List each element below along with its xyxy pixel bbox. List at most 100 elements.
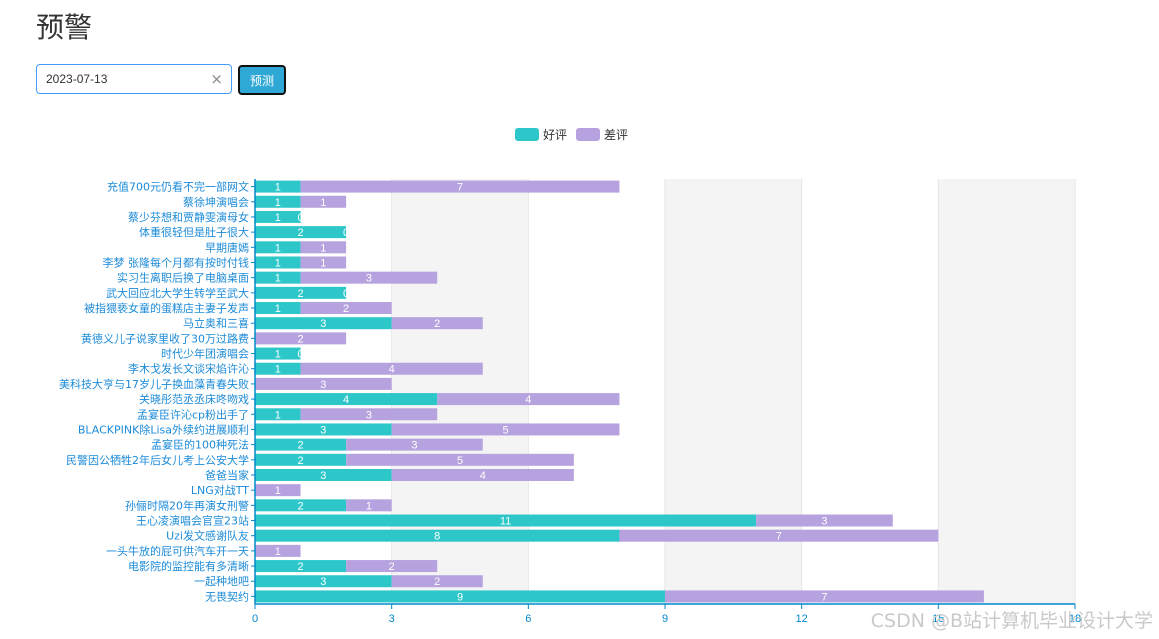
category-label: 一头牛放的屁可供汽车开一天 [106, 544, 249, 558]
bar-good [255, 514, 757, 527]
category-label: 王心凌演唱会官宣23站 [136, 514, 249, 528]
data-label: 1 [275, 182, 281, 194]
data-label: 3 [320, 576, 326, 588]
date-picker[interactable]: × [36, 64, 232, 94]
data-label: 7 [457, 182, 463, 194]
x-tick-label: 18 [1069, 613, 1081, 625]
data-label: 11 [500, 516, 511, 528]
category-label: Uzi发文感谢队友 [166, 529, 249, 543]
bar-good [255, 271, 301, 284]
category-label: 体重很轻但是肚子很大 [139, 225, 249, 239]
category-label: 实习生离职后换了电脑桌面 [117, 271, 249, 285]
data-label: 2 [297, 455, 303, 467]
bar-good [255, 302, 301, 315]
bar-bad [255, 332, 347, 345]
bar-bad [619, 529, 939, 542]
category-label: 孟宴臣的100种死法 [151, 438, 249, 452]
category-label: BLACKPINK除Lisa外续约进展顺利 [78, 422, 249, 436]
data-label: 7 [776, 531, 782, 543]
bar-bad [665, 590, 984, 603]
data-label: 1 [275, 257, 281, 269]
bar-good [255, 180, 301, 193]
data-label: 3 [320, 379, 326, 391]
bar-bad [346, 560, 438, 573]
x-tick-label: 9 [662, 613, 668, 625]
data-label: 1 [320, 242, 326, 254]
data-label: 1 [275, 303, 281, 315]
bar-bad [346, 438, 483, 451]
legend-label-good: 好评 [543, 128, 567, 142]
category-label: 一起种地吧 [194, 574, 249, 588]
predict-button[interactable]: 预测 [238, 65, 286, 95]
data-label: 5 [502, 424, 508, 436]
bar-bad [391, 317, 483, 330]
bar-good [255, 438, 347, 451]
data-label: 1 [275, 546, 281, 558]
data-label: 8 [434, 531, 440, 543]
data-label: 2 [343, 303, 349, 315]
legend-swatch-good [515, 128, 539, 141]
bar-good [255, 590, 665, 603]
bar-bad [300, 256, 347, 269]
bar-bad [391, 468, 574, 481]
category-label: 蔡少芬想和贾静雯演母女 [128, 210, 249, 224]
bar-bad [346, 453, 574, 466]
category-label: 武大回应北大学生转学至武大 [106, 286, 249, 300]
data-label: 1 [275, 349, 281, 361]
category-label: 美科技大亨与17岁儿子换血藻青春失败 [59, 377, 249, 391]
bar-good [255, 347, 301, 360]
data-label: 3 [320, 470, 326, 482]
bar-good [255, 286, 347, 299]
x-tick-label: 6 [525, 613, 531, 625]
bar-good [255, 226, 347, 239]
data-label: 2 [297, 333, 303, 345]
date-input-field[interactable] [46, 70, 206, 88]
page-title: 预警 [36, 11, 93, 44]
bar-good [255, 393, 438, 406]
data-label: 1 [275, 197, 281, 209]
bar-good [255, 468, 392, 481]
x-tick-label: 0 [252, 613, 258, 625]
data-label: 1 [275, 364, 281, 376]
clear-icon[interactable]: × [210, 70, 223, 88]
watermark: CSDN @B站计算机毕业设计大学 [870, 610, 1153, 632]
bar-bad [300, 362, 483, 375]
category-label: 马立奥和三喜 [183, 316, 249, 330]
category-label: 早期唐嫣 [205, 240, 249, 254]
bar-bad [391, 423, 620, 436]
data-label: 2 [434, 576, 440, 588]
bar-bad [255, 484, 301, 497]
data-label: 2 [389, 561, 395, 573]
data-label: 3 [821, 516, 827, 528]
data-label: 2 [297, 288, 303, 300]
bar-good [255, 423, 392, 436]
bar-good [255, 241, 301, 254]
bar-good [255, 529, 620, 542]
bar-bad [300, 408, 438, 421]
data-label: 4 [480, 470, 486, 482]
x-tick-label: 12 [796, 613, 808, 625]
data-label: 1 [320, 257, 326, 269]
data-label: 1 [366, 500, 372, 512]
bar-bad [300, 180, 620, 193]
data-label: 5 [457, 455, 463, 467]
data-label: 4 [389, 364, 395, 376]
bar-bad [255, 544, 301, 557]
bar-good [255, 317, 392, 330]
bar-good [255, 453, 347, 466]
data-label: 3 [411, 440, 417, 452]
bar-bad [300, 302, 392, 315]
data-label: 4 [525, 394, 531, 406]
category-label: 充值700元仍看不完一部网文 [107, 180, 249, 194]
data-label: 1 [275, 273, 281, 285]
bar-good [255, 256, 301, 269]
data-label: 1 [275, 242, 281, 254]
data-label: 0 [297, 212, 303, 224]
category-label: 无畏契约 [205, 589, 249, 603]
bar-good [255, 210, 301, 223]
category-label: 关晓彤范丞丞床咚吻戏 [139, 392, 249, 406]
data-label: 3 [366, 273, 372, 285]
data-label: 0 [343, 227, 349, 239]
category-label: 电影院的监控能有多清晰 [128, 559, 249, 573]
